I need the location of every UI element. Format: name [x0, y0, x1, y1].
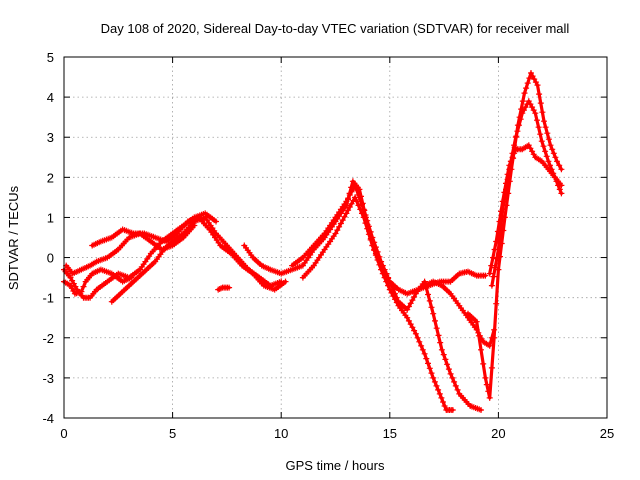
- y-tick-label: 4: [47, 90, 54, 105]
- plus-markers: [299, 194, 456, 413]
- axis-ticks: [63, 56, 608, 419]
- y-axis-label: SDTVAR / TECUs: [6, 185, 21, 290]
- x-axis-label: GPS time / hours: [286, 458, 385, 473]
- y-tick-label: -3: [42, 371, 54, 386]
- plot-frame: [63, 56, 608, 419]
- y-tick-label: 3: [47, 130, 54, 145]
- series-track-13: [486, 142, 565, 277]
- series-track-9: [299, 194, 456, 413]
- tick-labels: 0 5 10 15 20 25 -4 -3 -2 -1 0 1 2 3 4 5: [42, 50, 614, 441]
- y-tick-label: -4: [42, 411, 54, 426]
- x-tick-label: 0: [60, 426, 67, 441]
- x-tick-label: 15: [383, 426, 397, 441]
- plus-markers: [486, 142, 565, 277]
- series-track-6: [215, 284, 233, 293]
- series-track-8: [289, 182, 484, 413]
- series-track-7: [241, 178, 489, 297]
- chart-title: Day 108 of 2020, Sidereal Day-to-day VTE…: [101, 21, 570, 36]
- y-tick-label: 0: [47, 251, 54, 266]
- x-tick-label: 10: [274, 426, 288, 441]
- plus-markers: [241, 178, 489, 297]
- x-tick-label: 25: [600, 426, 614, 441]
- plus-markers: [215, 284, 233, 293]
- data-series: [61, 70, 565, 413]
- y-tick-label: 2: [47, 170, 54, 185]
- y-tick-label: 1: [47, 210, 54, 225]
- y-tick-label: -1: [42, 291, 54, 306]
- series-trace: [242, 179, 487, 296]
- plus-markers: [289, 182, 484, 413]
- x-tick-label: 5: [169, 426, 176, 441]
- y-tick-label: -2: [42, 331, 54, 346]
- series-trace: [466, 71, 564, 400]
- x-tick-label: 20: [491, 426, 505, 441]
- series-track-11: [465, 70, 565, 401]
- y-tick-label: 5: [47, 50, 54, 65]
- plus-markers: [108, 214, 285, 305]
- series-track-5: [108, 214, 285, 305]
